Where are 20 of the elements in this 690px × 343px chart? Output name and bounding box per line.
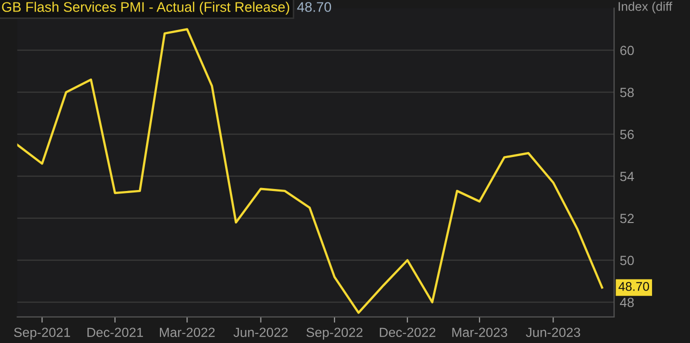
annotation: 48.70 xyxy=(297,2,332,12)
data-label: 48.70 xyxy=(618,282,650,291)
y-tick-label: 54 xyxy=(620,172,634,182)
y-tick-label: 60 xyxy=(620,46,634,56)
x-tick-label: Dec-2021 xyxy=(87,328,143,338)
y-axis-title: Index (diff xyxy=(618,2,672,14)
x-tick-label: Mar-2023 xyxy=(452,328,508,338)
line-series xyxy=(17,28,604,314)
y-tick-label: 58 xyxy=(620,88,634,98)
y-tick-label: 56 xyxy=(620,130,634,140)
x-tick-label: Dec-2022 xyxy=(380,328,436,338)
y-tick-label: 50 xyxy=(620,256,634,266)
x-tick-label: Sep-2021 xyxy=(14,328,70,340)
chart-title: GB Flash Services PMI - Actual (First Release) xyxy=(2,2,290,15)
y-tick-label: 48 xyxy=(620,298,634,308)
y-tick-label: 52 xyxy=(620,214,634,224)
x-tick-label: Sep-2022 xyxy=(306,328,362,340)
x-tick-label: Mar-2022 xyxy=(160,328,215,338)
x-tick-label: Jun-2022 xyxy=(233,328,288,338)
x-tick-label: Jun-2023 xyxy=(526,328,580,338)
